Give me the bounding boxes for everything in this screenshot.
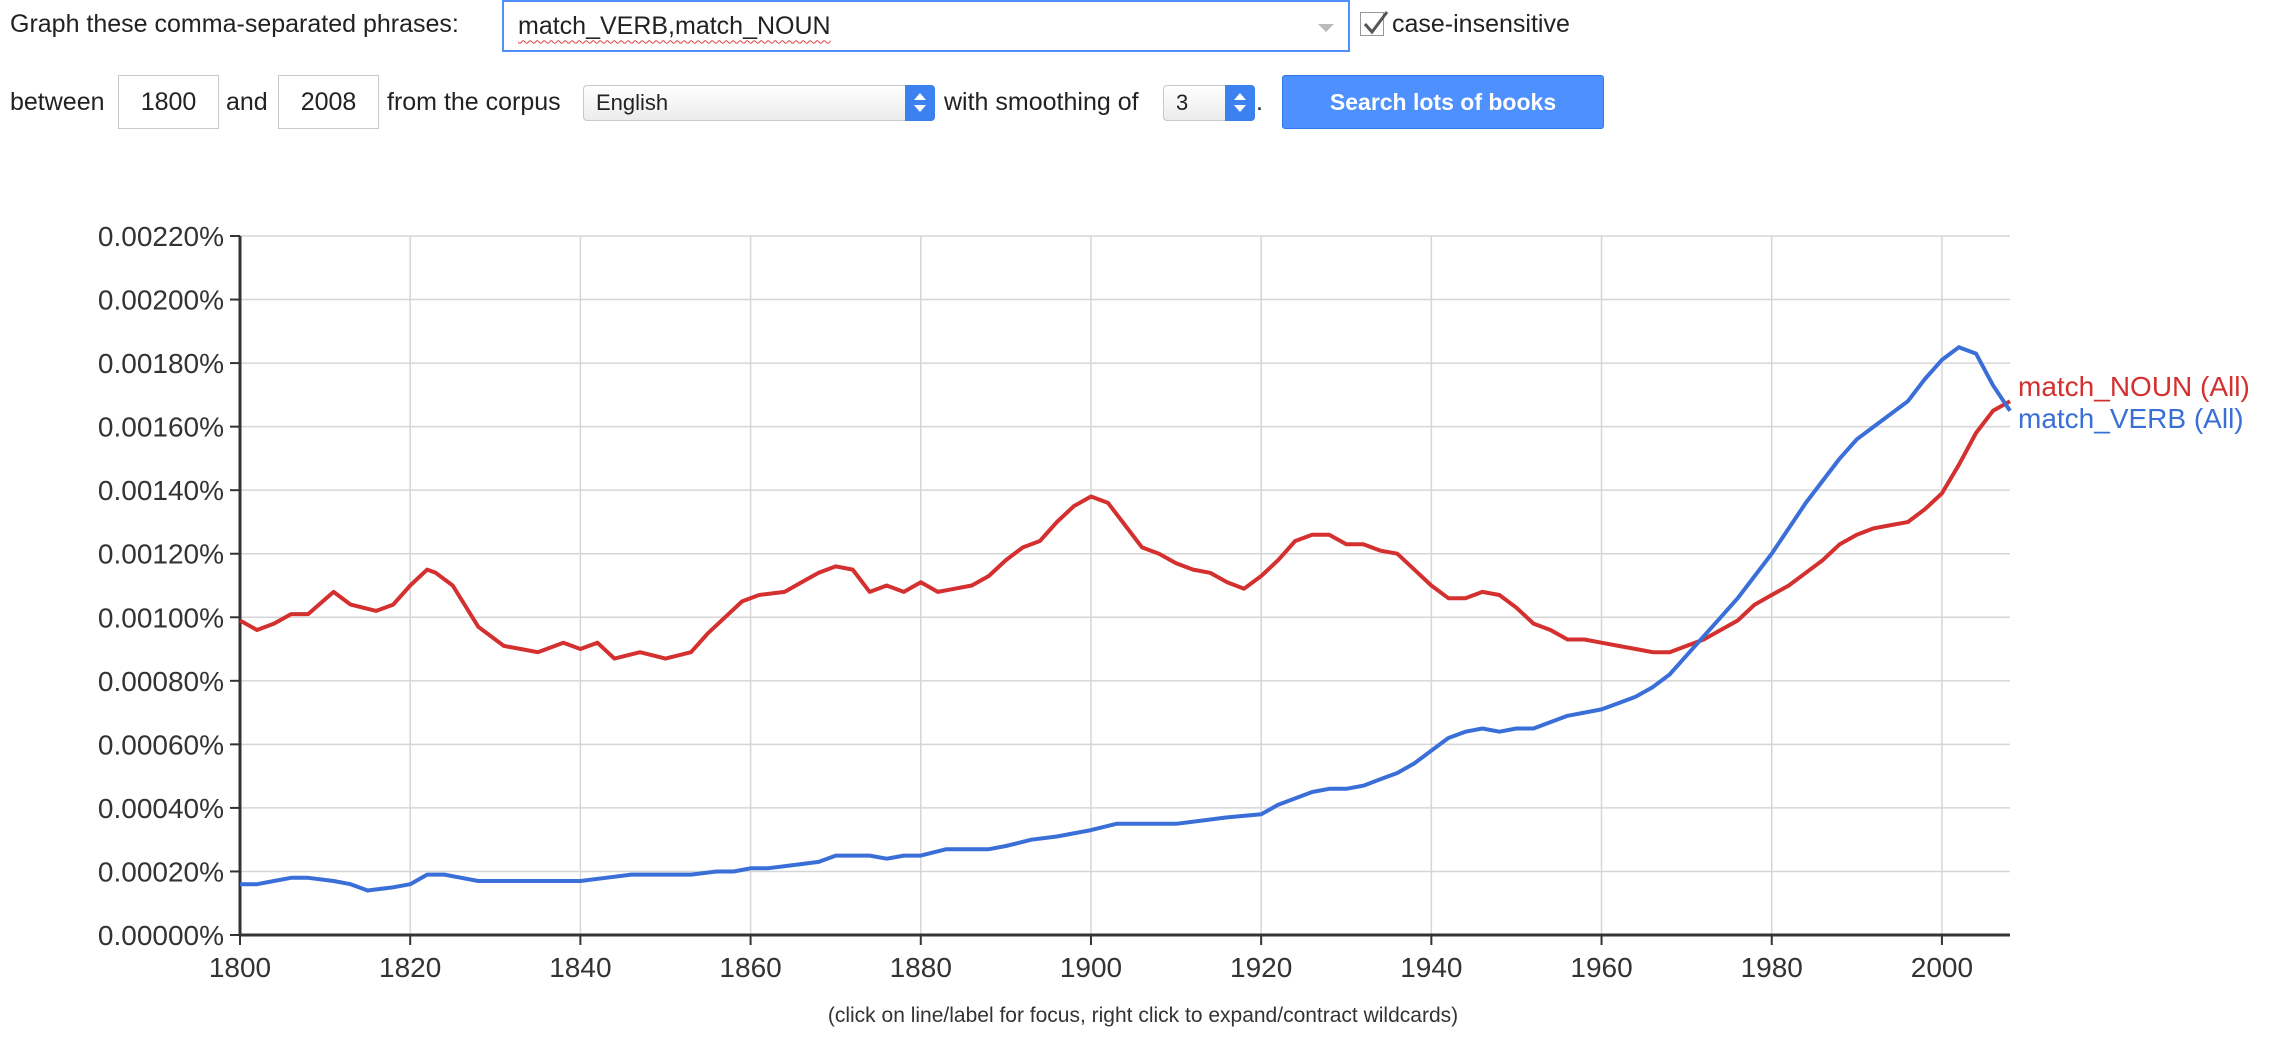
x-tick-label: 1840 bbox=[549, 952, 611, 983]
axes bbox=[230, 235, 2010, 945]
x-tick-label: 1980 bbox=[1741, 952, 1803, 983]
legend[interactable]: match_NOUN (All)match_VERB (All) bbox=[2018, 371, 2250, 434]
x-tick-label: 2000 bbox=[1911, 952, 1973, 983]
x-tick-label: 1800 bbox=[209, 952, 271, 983]
tick-labels: 0.00000% 0.00020% 0.00040% 0.00060% 0.00080%… bbox=[98, 221, 1973, 983]
x-tick-label: 1860 bbox=[719, 952, 781, 983]
y-tick-label: 0.00020% bbox=[98, 856, 224, 887]
footnote: (click on line/label for focus, right cl… bbox=[827, 1004, 1459, 1027]
period-text: . bbox=[1256, 88, 1263, 116]
phrases-label: Graph these comma-separated phrases: bbox=[10, 10, 459, 38]
y-tick-label: 0.00220% bbox=[98, 221, 224, 252]
x-tick-label: 1900 bbox=[1060, 952, 1122, 983]
x-tick-label: 1920 bbox=[1230, 952, 1292, 983]
check-mark-icon bbox=[1363, 11, 1389, 35]
x-tick-label: 1960 bbox=[1570, 952, 1632, 983]
corpus-select-arrows-icon[interactable] bbox=[905, 85, 935, 121]
smoothing-select[interactable]: 3 bbox=[1163, 85, 1255, 121]
series-lines[interactable] bbox=[239, 345, 2012, 893]
y-tick-label: 0.00080% bbox=[98, 666, 224, 697]
x-tick-label: 1940 bbox=[1400, 952, 1462, 983]
case-insensitive-checkbox[interactable] bbox=[1360, 11, 1389, 36]
year-start-input[interactable]: 1800 bbox=[118, 75, 219, 129]
corpus-value: English bbox=[596, 90, 669, 115]
series-line-match-noun[interactable] bbox=[239, 399, 2011, 661]
y-tick-label: 0.00160% bbox=[98, 412, 224, 443]
y-tick-label: 0.00060% bbox=[98, 729, 224, 760]
y-tick-label: 0.00000% bbox=[98, 920, 224, 951]
grid-lines bbox=[240, 235, 2010, 935]
case-insensitive-label: case-insensitive bbox=[1392, 10, 1570, 38]
query-value: match_VERB,match_NOUN bbox=[518, 11, 831, 40]
corpus-label: from the corpus bbox=[387, 88, 561, 116]
corpus-select[interactable]: English bbox=[583, 85, 935, 121]
search-button[interactable]: Search lots of books bbox=[1282, 75, 1604, 129]
between-label: between bbox=[10, 88, 105, 116]
legend-label-match-verb[interactable]: match_VERB (All) bbox=[2018, 403, 2244, 434]
smoothing-value: 3 bbox=[1176, 90, 1189, 115]
y-tick-label: 0.00040% bbox=[98, 793, 224, 824]
smoothing-select-arrows-icon[interactable] bbox=[1225, 85, 1255, 121]
y-tick-label: 0.00180% bbox=[98, 348, 224, 379]
x-tick-label: 1820 bbox=[379, 952, 441, 983]
x-tick-label: 1880 bbox=[890, 952, 952, 983]
dropdown-caret-icon[interactable] bbox=[1318, 24, 1334, 32]
smoothing-label: with smoothing of bbox=[944, 88, 1139, 116]
y-tick-label: 0.00120% bbox=[98, 539, 224, 570]
legend-label-match-noun[interactable]: match_NOUN (All) bbox=[2018, 371, 2250, 402]
and-label: and bbox=[226, 88, 268, 116]
series-line-match-verb[interactable] bbox=[240, 345, 2012, 893]
year-end-input[interactable]: 2008 bbox=[278, 75, 379, 129]
query-input[interactable]: match_VERB,match_NOUN bbox=[502, 0, 1350, 52]
y-tick-label: 0.00200% bbox=[98, 285, 224, 316]
y-tick-label: 0.00140% bbox=[98, 475, 224, 506]
y-tick-label: 0.00100% bbox=[98, 602, 224, 633]
